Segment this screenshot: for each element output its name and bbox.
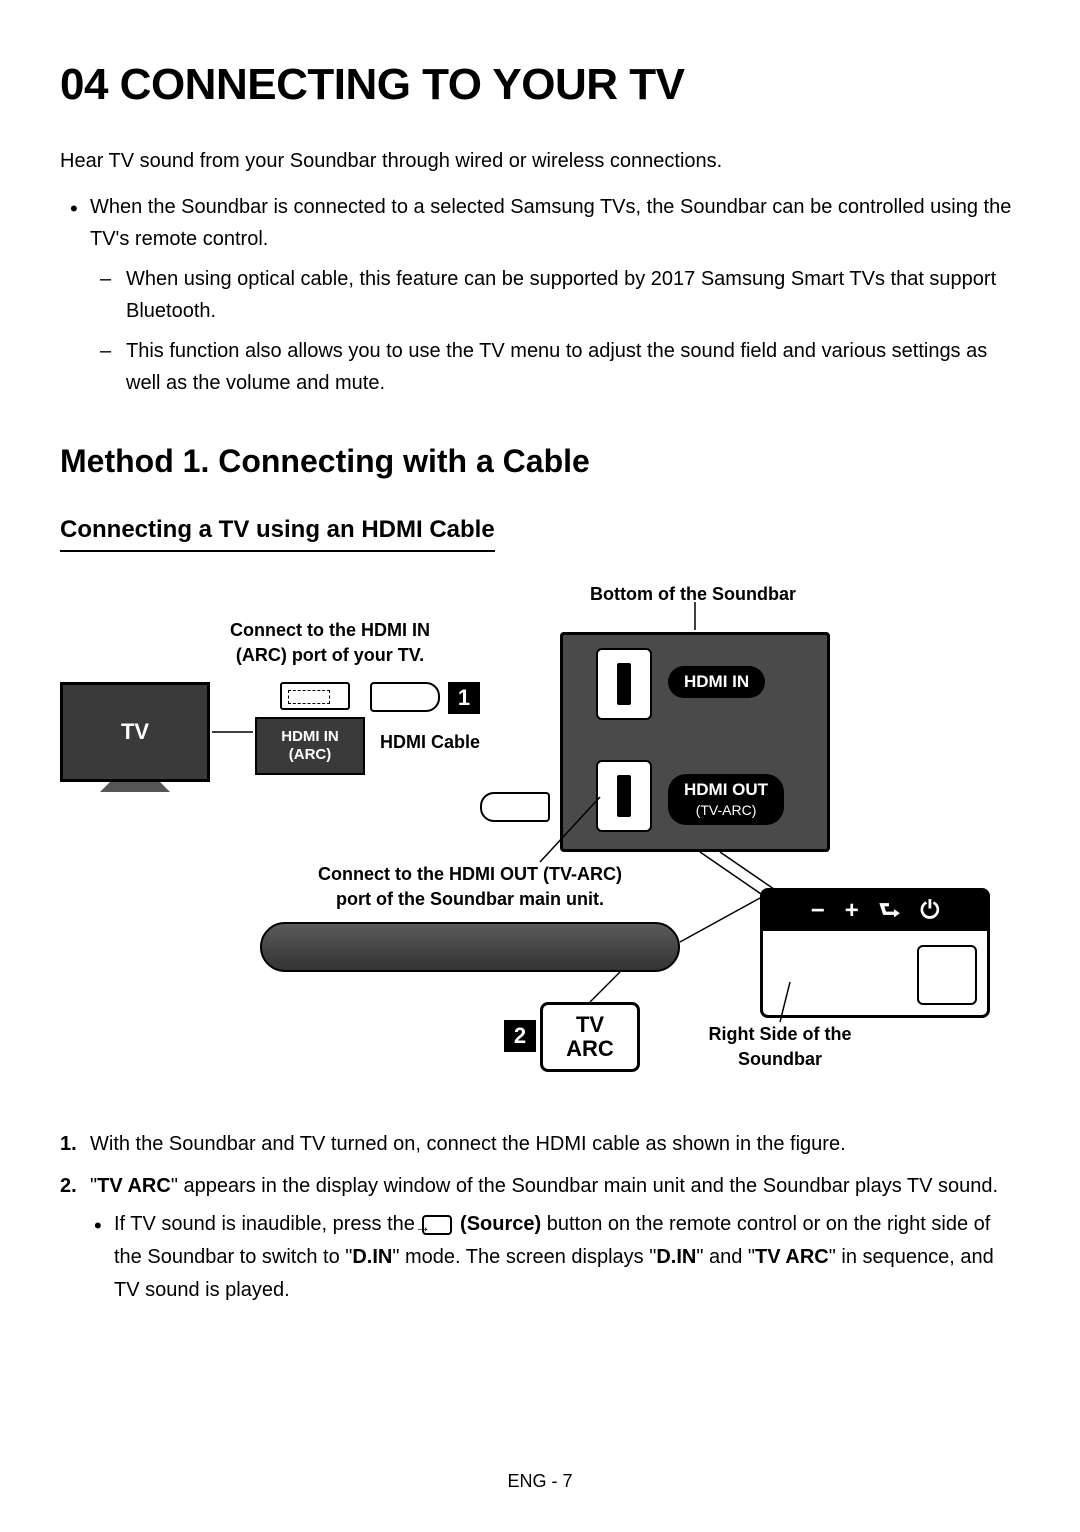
source-side-icon: ⮑ <box>879 899 901 923</box>
hdmi-in-arc-port: HDMI IN (ARC) <box>255 717 365 775</box>
intro-text: Hear TV sound from your Soundbar through… <box>60 150 1020 173</box>
sub-tvarc2: TV ARC <box>755 1246 829 1268</box>
hdmi-in-port-icon <box>596 648 652 720</box>
step-2: "TV ARC" appears in the display window o… <box>90 1170 1020 1307</box>
subwoofer-icon <box>917 945 977 1005</box>
hdmi-in-arc-line1: HDMI IN <box>281 728 339 746</box>
step2-sub: If TV sound is inaudible, press the (Sou… <box>114 1208 1020 1307</box>
instruction-steps: With the Soundbar and TV turned on, conn… <box>60 1128 1020 1307</box>
hdmi-out-pill: HDMI OUT (TV-ARC) <box>668 774 784 825</box>
step-badge-1: 1 <box>448 682 480 714</box>
connection-diagram: Bottom of the Soundbar Connect to the HD… <box>60 582 1020 1092</box>
hdmi-out-port-icon <box>596 760 652 832</box>
sub-dash-list: When using optical cable, this feature c… <box>90 263 1020 399</box>
step2-rest: " appears in the display window of the S… <box>171 1175 998 1197</box>
sub-prefix: If TV sound is inaudible, press the <box>114 1213 420 1235</box>
source-icon <box>422 1215 452 1235</box>
step2-tvarc: TV ARC <box>97 1175 171 1197</box>
tv-label: TV <box>121 719 149 745</box>
hdmi-in-pill: HDMI IN <box>668 666 765 698</box>
tv-icon: TV <box>60 682 210 782</box>
dash-item-1: When using optical cable, this feature c… <box>126 263 1020 327</box>
hdmi-connector-icon-1 <box>370 682 440 712</box>
connect-hdmi-out-line1: Connect to the HDMI OUT (TV-ARC) <box>318 864 622 884</box>
step-1: With the Soundbar and TV turned on, conn… <box>90 1128 1020 1160</box>
tv-stand-icon <box>100 782 170 792</box>
connect-hdmi-out-label: Connect to the HDMI OUT (TV-ARC) port of… <box>310 862 630 912</box>
connect-hdmi-in-label: Connect to the HDMI IN (ARC) port of you… <box>220 618 440 668</box>
hdmi-out-pill-line1: HDMI OUT <box>684 780 768 799</box>
connect-hdmi-out-line2: port of the Soundbar main unit. <box>336 889 604 909</box>
sub-mid2: " mode. The screen displays " <box>392 1246 656 1268</box>
method-heading: Method 1. Connecting with a Cable <box>60 443 1020 480</box>
connect-hdmi-in-line2: (ARC) port of your TV. <box>236 645 424 665</box>
soundbar-side-controls: − + ⮑ ⏻ <box>760 888 990 1018</box>
bullet-main-text: When the Soundbar is connected to a sele… <box>90 196 1011 250</box>
step-badge-2: 2 <box>504 1020 536 1052</box>
bottom-soundbar-label: Bottom of the Soundbar <box>590 582 796 607</box>
feature-bullets: When the Soundbar is connected to a sele… <box>60 191 1020 399</box>
tv-arc-line2: ARC <box>566 1037 614 1061</box>
volume-plus-icon: + <box>845 899 859 923</box>
page-title: 04 CONNECTING TO YOUR TV <box>60 60 1020 110</box>
tv-arc-line1: TV <box>576 1013 604 1037</box>
page-footer: ENG - 7 <box>0 1471 1080 1492</box>
hdmi-plug-icon <box>280 682 350 710</box>
hdmi-connector-icon-2 <box>480 792 550 822</box>
right-side-line1: Right Side of the <box>709 1024 852 1044</box>
bullet-main: When the Soundbar is connected to a sele… <box>90 191 1020 399</box>
volume-minus-icon: − <box>811 899 825 923</box>
soundbar-unit-icon <box>260 922 680 972</box>
sub-din1: D.IN <box>352 1246 392 1268</box>
right-side-line2: Soundbar <box>738 1049 822 1069</box>
hdmi-cable-label: HDMI Cable <box>380 730 480 755</box>
sub-mid3: " and " <box>696 1246 755 1268</box>
tv-arc-display: TV ARC <box>540 1002 640 1072</box>
right-side-label: Right Side of the Soundbar <box>690 1022 870 1072</box>
connect-hdmi-in-line1: Connect to the HDMI IN <box>230 620 430 640</box>
side-button-panel: − + ⮑ ⏻ <box>763 891 987 931</box>
sub-din2: D.IN <box>656 1246 696 1268</box>
step2-sub-bullets: If TV sound is inaudible, press the (Sou… <box>90 1208 1020 1307</box>
hdmi-in-arc-line2: (ARC) <box>289 746 332 764</box>
hdmi-out-pill-line2: (TV-ARC) <box>696 802 757 818</box>
sub-source-label: (Source) <box>460 1213 541 1235</box>
subsection-heading: Connecting a TV using an HDMI Cable <box>60 516 495 552</box>
dash-item-2: This function also allows you to use the… <box>126 335 1020 399</box>
power-side-icon: ⏻ <box>920 899 939 923</box>
